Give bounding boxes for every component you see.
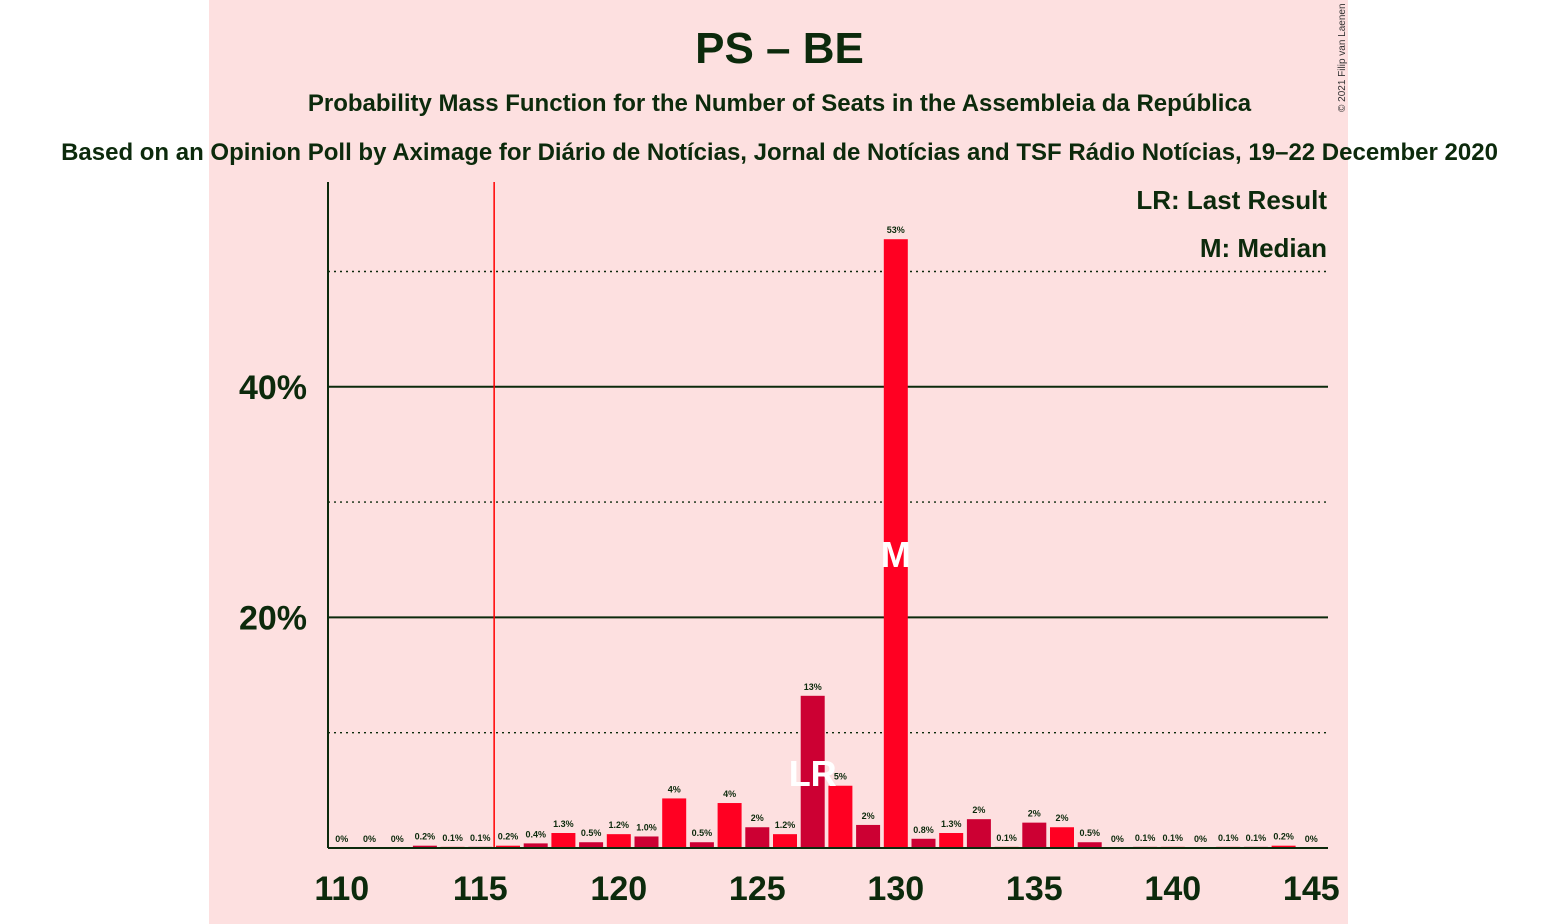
bar-127 xyxy=(800,695,825,848)
data-label-143: 0.1% xyxy=(1246,833,1267,843)
data-label-140: 0.1% xyxy=(1163,833,1184,843)
data-label-112: 0% xyxy=(391,834,404,844)
data-label-138: 0% xyxy=(1111,834,1124,844)
bar-144 xyxy=(1271,845,1296,848)
bar-119 xyxy=(579,842,604,848)
data-label-134: 0.1% xyxy=(996,833,1017,843)
data-label-120: 1.2% xyxy=(609,820,630,830)
data-label-130: 53% xyxy=(887,225,905,235)
bar-122 xyxy=(662,798,687,848)
data-label-129: 2% xyxy=(862,811,875,821)
bar-131 xyxy=(911,838,936,848)
bar-133 xyxy=(966,819,991,848)
x-tick-label: 110 xyxy=(314,870,369,908)
bar-124 xyxy=(717,803,742,848)
x-tick-label: 115 xyxy=(453,870,508,908)
y-tick-label: 40% xyxy=(239,369,307,407)
bar-117 xyxy=(523,843,548,848)
bar-126 xyxy=(773,834,797,848)
data-label-142: 0.1% xyxy=(1218,833,1239,843)
bar-128 xyxy=(828,785,853,848)
data-label-132: 1.3% xyxy=(941,819,962,829)
x-tick-label: 125 xyxy=(729,870,786,908)
data-label-127: 13% xyxy=(804,682,822,692)
data-label-133: 2% xyxy=(972,805,985,815)
data-label-139: 0.1% xyxy=(1135,833,1156,843)
bar-120 xyxy=(606,834,631,848)
chart-subtitle: Probability Mass Function for the Number… xyxy=(307,90,1252,117)
chart-panel xyxy=(209,0,1348,924)
data-label-110: 0% xyxy=(335,834,348,844)
data-label-114: 0.1% xyxy=(442,833,463,843)
data-label-113: 0.2% xyxy=(415,832,436,842)
data-label-115: 0.1% xyxy=(470,833,491,843)
data-label-137: 0.5% xyxy=(1079,828,1100,838)
data-label-125: 2% xyxy=(751,813,764,823)
data-label-141: 0% xyxy=(1194,834,1207,844)
data-label-117: 0.4% xyxy=(525,829,546,839)
data-label-111: 0% xyxy=(363,834,376,844)
x-tick-label: 130 xyxy=(867,870,924,908)
bar-136 xyxy=(1050,827,1074,848)
bar-121 xyxy=(634,836,659,848)
data-label-131: 0.8% xyxy=(913,825,934,835)
data-label-119: 0.5% xyxy=(581,828,602,838)
poll-source: Based on an Opinion Poll by Aximage for … xyxy=(61,139,1498,166)
data-label-124: 4% xyxy=(723,789,736,799)
bar-125 xyxy=(745,827,770,848)
data-label-135: 2% xyxy=(1028,809,1041,819)
bar-118 xyxy=(551,833,576,848)
bar-129 xyxy=(856,824,881,848)
bar-137 xyxy=(1077,842,1102,848)
x-tick-label: 145 xyxy=(1283,870,1340,908)
x-tick-label: 135 xyxy=(1006,870,1063,908)
legend-last-result: LR: Last Result xyxy=(1136,185,1327,215)
bar-123 xyxy=(689,842,714,848)
x-tick-label: 120 xyxy=(590,870,647,908)
data-label-121: 1.0% xyxy=(636,822,657,832)
y-tick-label: 20% xyxy=(239,599,307,637)
median-marker: M xyxy=(881,534,911,575)
data-label-126: 1.2% xyxy=(775,820,796,830)
data-label-118: 1.3% xyxy=(553,819,574,829)
bar-130 xyxy=(883,239,908,848)
bar-116 xyxy=(496,845,520,848)
data-label-122: 4% xyxy=(668,784,681,794)
data-label-128: 5% xyxy=(834,772,847,782)
last-result-marker: LR xyxy=(789,753,837,794)
legend-median: M: Median xyxy=(1199,233,1327,263)
data-label-144: 0.2% xyxy=(1273,832,1294,842)
x-tick-label: 140 xyxy=(1144,870,1201,908)
bar-113 xyxy=(412,845,437,848)
data-label-116: 0.2% xyxy=(498,832,519,842)
data-label-136: 2% xyxy=(1055,813,1068,823)
data-label-145: 0% xyxy=(1305,834,1318,844)
data-label-123: 0.5% xyxy=(692,828,713,838)
chart-title: PS – BE xyxy=(695,24,864,73)
bar-132 xyxy=(939,833,964,848)
bar-135 xyxy=(1022,822,1047,848)
